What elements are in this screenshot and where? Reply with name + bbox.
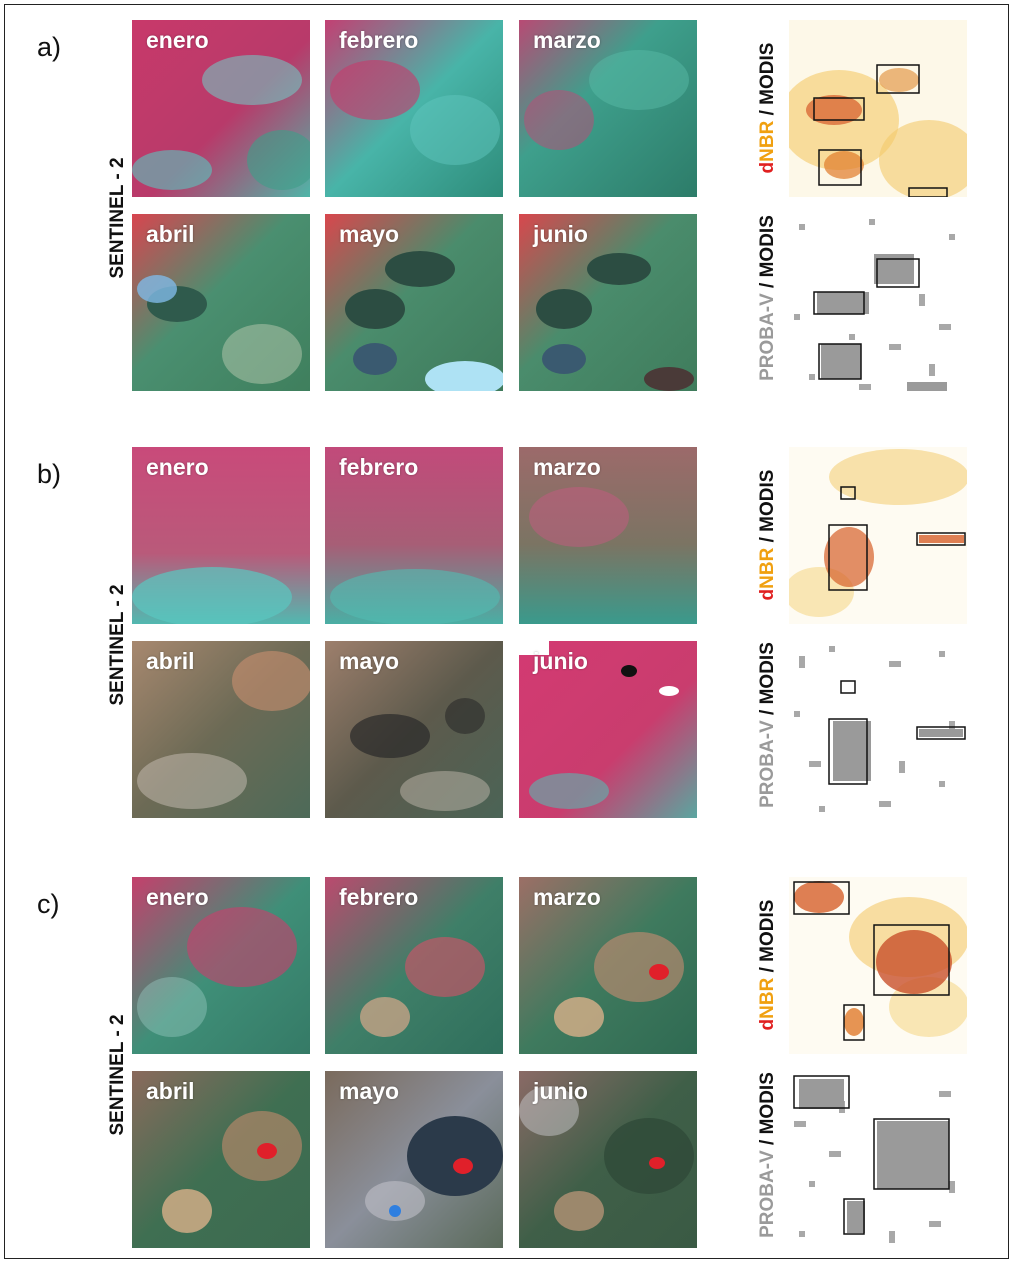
panel-c: c) SENTINEL - 2 enero febrero marzo abri… — [0, 857, 1015, 1287]
probav-image — [789, 214, 967, 391]
tile-junio: junio — [519, 1071, 697, 1248]
probav-map — [789, 1071, 967, 1248]
tile-abril: abril — [132, 214, 310, 391]
tile-abril: abril — [132, 1071, 310, 1248]
probav-label: PROBA-V — [757, 720, 778, 808]
sentinel-2-label: SENTINEL - 2 — [107, 584, 128, 706]
panel-label: b) — [37, 459, 62, 489]
dnbr-modis-label: dNBR / MODIS — [757, 900, 779, 1031]
dnbr-d-label: d — [757, 161, 778, 174]
satellite-image-abril — [132, 641, 310, 818]
month-label: junio — [533, 1078, 588, 1104]
tile-junio: junio — [519, 641, 697, 818]
tile-mayo: mayo — [325, 641, 503, 818]
satellite-image-mayo — [325, 214, 503, 391]
dnbr-d-label: d — [757, 1018, 778, 1031]
satellite-image-marzo — [519, 20, 697, 197]
dnbr-modis-label: dNBR / MODIS — [757, 43, 779, 174]
dnbr-nbr-label: NBR — [757, 547, 778, 589]
tile-febrero: febrero — [325, 877, 503, 1054]
dnbr-image — [789, 877, 967, 1054]
satellite-image-febrero — [325, 877, 503, 1054]
satellite-image-mayo — [325, 1071, 503, 1248]
satellite-image-mayo — [325, 641, 503, 818]
panel-label: a) — [37, 32, 62, 62]
panel-b: b) SENTINEL - 2 enero febrero marzo abri… — [0, 427, 1015, 857]
dnbr-map — [789, 447, 967, 624]
modis-label: / MODIS — [757, 1072, 778, 1151]
satellite-image-marzo — [519, 877, 697, 1054]
tile-febrero: febrero — [325, 20, 503, 197]
dnbr-map — [789, 877, 967, 1054]
modis-label: / MODIS — [757, 469, 778, 548]
satellite-image-enero — [132, 447, 310, 624]
probav-label: PROBA-V — [757, 1150, 778, 1238]
tile-enero: enero — [132, 20, 310, 197]
probav-image — [789, 641, 967, 818]
probav-modis-label: PROBA-V / MODIS — [757, 215, 779, 381]
month-label: marzo — [533, 884, 601, 910]
tile-mayo: mayo — [325, 214, 503, 391]
tile-marzo: marzo — [519, 447, 697, 624]
sentinel-2-label: SENTINEL - 2 — [107, 157, 128, 279]
probav-map — [789, 214, 967, 391]
probav-modis-label: PROBA-V / MODIS — [757, 1072, 779, 1238]
modis-label: / MODIS — [757, 215, 778, 294]
month-label: abril — [146, 648, 195, 674]
satellite-image-marzo — [519, 447, 697, 624]
month-label: junio — [533, 648, 588, 674]
dnbr-d-label: d — [757, 588, 778, 601]
figure-frame — [4, 4, 1009, 1259]
month-label: mayo — [339, 1078, 400, 1104]
panel-label: c) — [37, 889, 60, 919]
month-label: marzo — [533, 454, 601, 480]
satellite-image-febrero — [325, 20, 503, 197]
satellite-image-enero — [132, 877, 310, 1054]
month-label: junio — [533, 221, 588, 247]
month-label: febrero — [339, 884, 419, 910]
satellite-image-abril — [132, 1071, 310, 1248]
modis-label: / MODIS — [757, 899, 778, 978]
tile-febrero: febrero — [325, 447, 503, 624]
satellite-image-abril — [132, 214, 310, 391]
tile-enero: enero — [132, 447, 310, 624]
month-label: abril — [146, 221, 195, 247]
probav-map — [789, 641, 967, 818]
satellite-image-junio — [519, 1071, 697, 1248]
month-label: febrero — [339, 27, 419, 53]
month-label: abril — [146, 1078, 195, 1104]
tile-marzo: marzo — [519, 877, 697, 1054]
dnbr-nbr-label: NBR — [757, 120, 778, 162]
probav-image — [789, 1071, 967, 1248]
satellite-image-enero — [132, 20, 310, 197]
month-label: enero — [146, 27, 209, 53]
tile-abril: abril — [132, 641, 310, 818]
tile-enero: enero — [132, 877, 310, 1054]
satellite-image-junio — [519, 214, 697, 391]
month-label: enero — [146, 884, 209, 910]
satellite-image-febrero — [325, 447, 503, 624]
dnbr-image — [789, 20, 967, 197]
tile-marzo: marzo — [519, 20, 697, 197]
probav-modis-label: PROBA-V / MODIS — [757, 642, 779, 808]
month-label: mayo — [339, 221, 400, 247]
dnbr-nbr-label: NBR — [757, 977, 778, 1019]
dnbr-image — [789, 447, 967, 624]
probav-label: PROBA-V — [757, 293, 778, 381]
month-label: enero — [146, 454, 209, 480]
month-label: mayo — [339, 648, 400, 674]
month-label: febrero — [339, 454, 419, 480]
tile-mayo: mayo — [325, 1071, 503, 1248]
satellite-image-junio — [519, 641, 697, 818]
modis-label: / MODIS — [757, 42, 778, 121]
modis-label: / MODIS — [757, 642, 778, 721]
month-label: marzo — [533, 27, 601, 53]
dnbr-modis-label: dNBR / MODIS — [757, 470, 779, 601]
tile-junio: junio — [519, 214, 697, 391]
dnbr-map — [789, 20, 967, 197]
panel-a: a) SENTINEL - 2 enero febrero marzo abri… — [0, 0, 1015, 430]
sentinel-2-label: SENTINEL - 2 — [107, 1014, 128, 1136]
